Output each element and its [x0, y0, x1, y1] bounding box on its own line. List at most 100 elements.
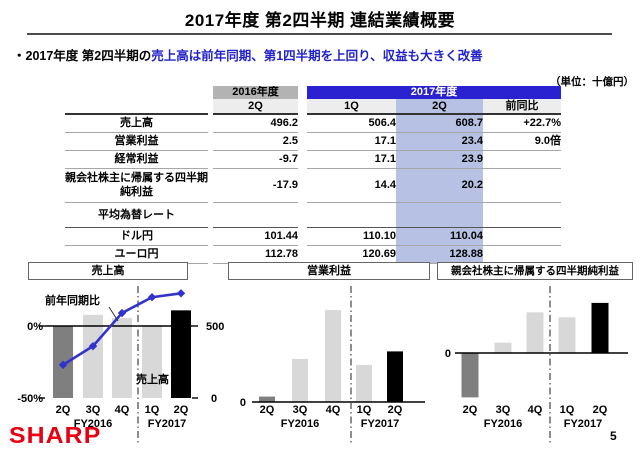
value-cell [213, 202, 298, 228]
yoy-subheader: 前同比 [483, 99, 561, 115]
row-label: 経常利益 [65, 150, 208, 169]
value-cell: 20.2 [396, 168, 483, 203]
page-number: 5 [610, 429, 617, 443]
page-title: 2017年度 第2四半期 連結業績概要 [184, 11, 456, 30]
fiscal-year-label: FY2017 [564, 418, 603, 430]
category-label: 1Q [357, 404, 372, 416]
yoy-trend-marker [58, 360, 68, 370]
operating-profit-chart-plot: 2Q 3Q 4Q 1Q 2Q FY2016 FY2017 [252, 286, 425, 444]
fy2017-header: 2017年度 [307, 86, 561, 99]
category-label: 2Q [463, 404, 478, 416]
bar [387, 351, 403, 402]
yoy-cell: 9.0倍 [483, 132, 561, 151]
summary-bullet: ・2017年度 第2四半期の売上高は前年同期、第1四半期を上回り、収益も大きく改… [13, 45, 483, 64]
yoy-trend-marker [176, 289, 186, 298]
value-cell: 506.4 [307, 114, 396, 133]
category-label: 1Q [560, 404, 575, 416]
row-label: ドル円 [65, 227, 208, 246]
gap-cell [298, 203, 307, 228]
corner-cell [65, 86, 208, 99]
category-label: 2Q [593, 404, 608, 416]
bar [461, 353, 479, 398]
right-axis-tick-500: 500 [206, 321, 224, 333]
yoy-trend-marker [117, 308, 127, 318]
category-label: 2Q [56, 404, 71, 416]
fiscal-year-label: FY2017 [361, 418, 400, 430]
row-label: 営業利益 [65, 132, 208, 151]
category-label: 3Q [293, 404, 308, 416]
category-label: 2Q [388, 404, 403, 416]
fy2017-1q-subheader: 1Q [307, 99, 396, 115]
row-label: ユーロ円 [65, 245, 208, 264]
operating-profit-chart-title: 営業利益 [228, 262, 430, 280]
gap-cell [298, 246, 307, 264]
yoy-line-label: 前年同期比 [45, 293, 100, 307]
value-cell: 2.5 [213, 132, 298, 151]
fiscal-year-label: FY2017 [148, 418, 187, 430]
table-row: ユーロ円 112.78 120.69 128.88 [65, 245, 561, 264]
category-label: 4Q [115, 404, 130, 416]
net-profit-chart-title: 親会社株主に帰属する四半期純利益 [437, 262, 633, 280]
gap-cell [298, 228, 307, 246]
category-label: 3Q [496, 404, 511, 416]
axis-tick-0: 0 [445, 348, 451, 360]
gap-cell [298, 114, 307, 133]
table-row: 2Q 1Q 2Q 前同比 [65, 99, 561, 115]
bar [591, 302, 609, 353]
yoy-trend-marker [88, 341, 98, 351]
bar [356, 365, 372, 402]
table-row: 2016年度 2017年度 [65, 86, 561, 99]
value-cell: 110.04 [396, 227, 483, 246]
table-row: 平均為替レート [65, 202, 561, 228]
yoy-cell: +22.7% [483, 114, 561, 133]
category-label: 3Q [86, 404, 101, 416]
left-axis-tick-0pct: 0% [27, 321, 43, 333]
category-label: 2Q [260, 404, 275, 416]
bar [142, 325, 162, 398]
category-label: 4Q [326, 404, 341, 416]
title-underline [27, 33, 612, 35]
operating-profit-chart: 2Q 3Q 4Q 1Q 2Q FY2016 FY2017 0 [240, 286, 425, 444]
right-axis-tick-0: 0 [211, 393, 217, 405]
fy2016-header: 2016年度 [213, 86, 298, 99]
summary-bullet-prefix: ・2017年度 第2四半期の [13, 49, 152, 63]
table-row: 経常利益 -9.7 17.1 23.9 [65, 150, 561, 169]
bar [494, 342, 512, 353]
row-label: 売上高 [65, 114, 208, 133]
bar [112, 318, 132, 398]
value-cell: -9.7 [213, 150, 298, 169]
gap-cell [298, 86, 307, 99]
fx-section-label: 平均為替レート [65, 202, 208, 228]
bar [325, 310, 341, 402]
value-cell: 128.88 [396, 245, 483, 264]
yoy-cell [483, 227, 561, 246]
fy2016-2q-subheader: 2Q [213, 99, 298, 115]
bar [171, 310, 191, 398]
corner-cell [65, 99, 208, 115]
yoy-cell [483, 168, 561, 203]
table-row: ドル円 101.44 110.10 110.04 [65, 227, 561, 246]
yoy-cell [483, 202, 561, 228]
value-cell [307, 202, 396, 228]
net-profit-chart-plot: 2Q 3Q 4Q 1Q 2Q FY2016 FY2017 [455, 286, 628, 444]
gap-cell [298, 99, 307, 114]
bar [259, 396, 275, 402]
gap-cell [298, 133, 307, 151]
value-cell: 110.10 [307, 227, 396, 246]
sales-chart-title: 売上高 [28, 262, 188, 280]
fiscal-year-label: FY2016 [74, 418, 113, 430]
value-cell: 17.1 [307, 150, 396, 169]
axis-tick-0: 0 [240, 397, 246, 409]
sales-bar-label: 売上高 [136, 372, 169, 386]
value-cell: 17.1 [307, 132, 396, 151]
gap-cell [298, 151, 307, 169]
bar [526, 312, 544, 353]
value-cell: 120.69 [307, 245, 396, 264]
bar [292, 358, 308, 402]
yoy-label-pointer [108, 306, 119, 322]
bar [83, 314, 103, 398]
yoy-cell [483, 245, 561, 264]
